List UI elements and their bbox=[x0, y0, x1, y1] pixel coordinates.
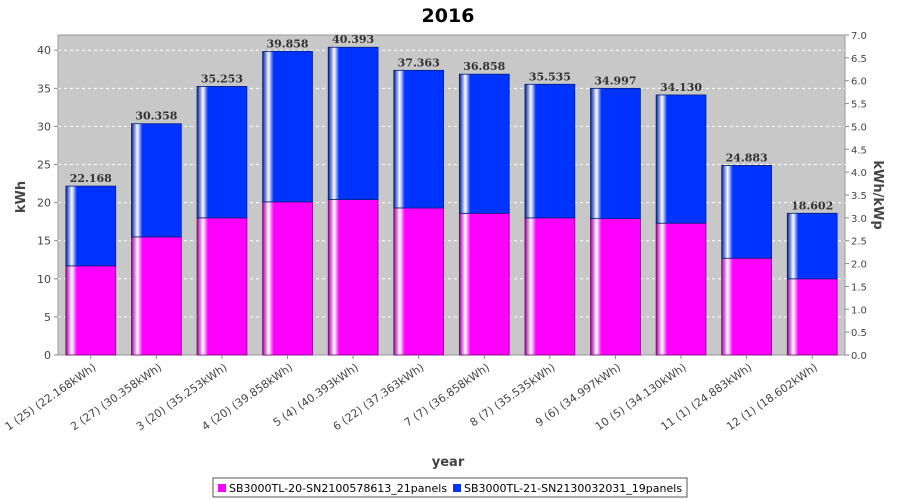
value-labels: 22.168 30.358 35.253 39.858 40.393 37.363 36.8… bbox=[70, 33, 834, 212]
y-axis-right: 0.0 0.5 1.0 1.5 2.0 2.5 3.0 3.5 4.0 4.5 5.0 5.5 6.0 6… bbox=[845, 31, 867, 362]
bars bbox=[65, 46, 838, 356]
bar-segment-blue bbox=[65, 185, 117, 267]
bar-segment-magenta bbox=[786, 278, 838, 356]
legend-label-1: SB3000TL-20-SN2100578613_21panels bbox=[229, 482, 447, 495]
y-tick-label: 25 bbox=[37, 159, 51, 172]
bar-segment-magenta bbox=[65, 265, 117, 356]
y2-tick-label: 2.0 bbox=[851, 260, 867, 271]
y-axis-left: 0 5 10 15 20 25 30 35 40 bbox=[37, 44, 58, 362]
bar-segment-magenta bbox=[524, 217, 576, 356]
x-axis-title: year bbox=[432, 455, 465, 470]
bar-value-label: 39.858 bbox=[266, 37, 308, 50]
y2-tick-label: 2.5 bbox=[851, 237, 867, 248]
y2-tick-label: 0.5 bbox=[851, 328, 867, 339]
legend-box bbox=[212, 477, 688, 498]
y-tick-label: 30 bbox=[37, 120, 51, 133]
bar-segment-magenta bbox=[262, 201, 313, 356]
bar-value-label: 18.602 bbox=[791, 199, 833, 212]
bar-value-label: 24.883 bbox=[726, 151, 768, 164]
bar-segment-blue bbox=[262, 50, 313, 203]
grid-lines bbox=[58, 49, 845, 318]
bar-segment-magenta bbox=[590, 218, 641, 356]
x-axis: 1 (25) (22.168kWh)2 (27) (30.358kWh)3 (2… bbox=[3, 355, 820, 433]
bar-value-label: 34.130 bbox=[660, 81, 702, 94]
bar-segment-blue bbox=[458, 73, 510, 214]
bar-segment-magenta bbox=[393, 207, 445, 356]
y-tick-label: 5 bbox=[44, 311, 51, 324]
bar-value-label: 34.997 bbox=[594, 74, 636, 87]
y2-axis-title: kWh/kWp bbox=[870, 160, 885, 229]
bar-segment-blue bbox=[327, 46, 379, 200]
y2-tick-label: 3.5 bbox=[851, 191, 867, 202]
bar-value-label: 35.535 bbox=[529, 70, 571, 83]
bar-segment-blue bbox=[721, 165, 772, 259]
bar-segment-magenta bbox=[721, 257, 772, 356]
y2-tick-label: 1.0 bbox=[851, 305, 867, 316]
legend-swatch-blue bbox=[453, 484, 461, 492]
bar-segment-magenta bbox=[131, 236, 182, 356]
y2-tick-label: 5.0 bbox=[851, 122, 867, 133]
y2-tick-label: 7.0 bbox=[851, 31, 867, 42]
bar-value-label: 40.393 bbox=[332, 33, 374, 46]
chart-title: 2016 bbox=[422, 5, 475, 27]
y2-tick-label: 5.5 bbox=[851, 100, 867, 111]
legend: SB3000TL-20-SN2100578613_21panels SB3000… bbox=[212, 477, 688, 498]
bar-value-label: 22.168 bbox=[70, 172, 112, 185]
y-tick-label: 40 bbox=[37, 44, 51, 57]
y2-tick-label: 4.5 bbox=[851, 145, 867, 156]
bar-segment-blue bbox=[655, 94, 707, 224]
y2-tick-label: 4.0 bbox=[851, 168, 867, 179]
bar-segment-magenta bbox=[458, 212, 510, 356]
y2-tick-label: 6.0 bbox=[851, 77, 867, 88]
y2-tick-label: 3.0 bbox=[851, 214, 867, 225]
bar-segment-magenta bbox=[655, 222, 707, 356]
bar-segment-magenta bbox=[327, 199, 379, 356]
bar-segment-blue bbox=[524, 83, 576, 219]
y2-tick-label: 1.5 bbox=[851, 282, 867, 293]
legend-label-2: SB3000TL-21-SN2130032031_19panels bbox=[464, 482, 682, 495]
y-tick-label: 15 bbox=[37, 235, 51, 248]
bar-value-label: 37.363 bbox=[398, 56, 440, 69]
y-tick-label: 20 bbox=[37, 197, 51, 210]
y-tick-label: 0 bbox=[44, 349, 51, 362]
bar-value-label: 35.253 bbox=[201, 72, 243, 85]
y-tick-label: 35 bbox=[37, 82, 51, 95]
bar-segment-magenta bbox=[196, 217, 248, 356]
y-tick-label: 10 bbox=[37, 273, 51, 286]
bar-segment-blue bbox=[590, 87, 641, 220]
bar-segment-blue bbox=[196, 86, 248, 219]
y2-tick-label: 0.0 bbox=[851, 351, 867, 362]
bar-value-label: 30.358 bbox=[135, 110, 177, 123]
y2-tick-label: 6.5 bbox=[851, 54, 867, 65]
legend-swatch-magenta bbox=[218, 484, 226, 492]
bar-segment-blue bbox=[131, 123, 182, 238]
bar-segment-blue bbox=[393, 69, 445, 209]
bar-value-label: 36.858 bbox=[463, 60, 505, 73]
y-axis-title: kWh bbox=[14, 181, 29, 213]
bar-segment-blue bbox=[786, 212, 838, 280]
